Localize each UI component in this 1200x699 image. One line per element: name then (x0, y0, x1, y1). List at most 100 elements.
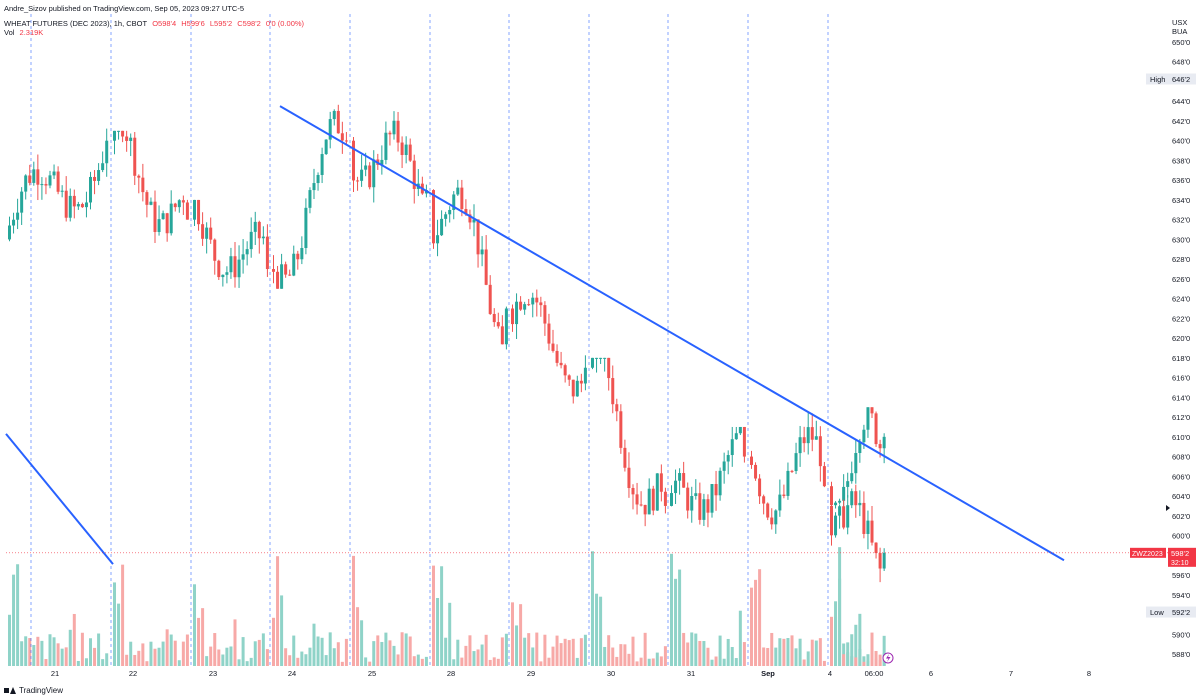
candle-body (308, 190, 312, 208)
volume-bar (790, 635, 794, 666)
candle (730, 426, 734, 467)
candle-body (834, 502, 838, 506)
candle-body (854, 491, 858, 506)
candle (356, 176, 360, 191)
candle (276, 265, 280, 289)
candle (388, 130, 392, 146)
currency-line1: USX (1172, 18, 1187, 27)
candle-body (296, 253, 300, 260)
candle-body (20, 191, 24, 213)
volume-bar (850, 656, 854, 666)
candle-body (181, 200, 185, 203)
volume-bar (444, 637, 448, 666)
time-tick-label: 28 (447, 669, 455, 678)
volume-bar (714, 656, 718, 666)
volume-bar (89, 638, 92, 666)
candle-body (68, 195, 72, 218)
volume-bar (129, 641, 133, 666)
candle (201, 212, 205, 246)
volume-bar (105, 653, 109, 666)
candle-body (245, 249, 249, 255)
candle (304, 198, 308, 255)
volume-bar (288, 655, 292, 666)
volume-bar (619, 644, 623, 666)
volume-bar (261, 633, 265, 666)
candle-body (575, 380, 579, 397)
candle (742, 426, 746, 463)
candle-body (28, 175, 32, 183)
candle-body (639, 504, 643, 506)
volume-bar (101, 659, 105, 666)
volume-bar (336, 642, 340, 666)
volume-bar (488, 659, 492, 666)
price-tick-label: 588'0 (1172, 650, 1190, 659)
price-tick-label: 600'0 (1172, 532, 1190, 541)
candle (344, 131, 348, 146)
candle-body (52, 171, 56, 176)
price-countdown: 32:10 (1171, 560, 1189, 567)
volume-bar (531, 647, 535, 666)
low-marker-bg (1146, 606, 1196, 618)
price-tick-label: 604'0 (1172, 492, 1190, 501)
candle (515, 293, 519, 339)
candle (16, 198, 20, 230)
trendline-left (5, 433, 114, 565)
candle-body (547, 323, 551, 344)
candle-body (233, 256, 237, 278)
candle-body (217, 260, 221, 278)
volume-bar (44, 659, 48, 666)
candle-body (133, 137, 137, 176)
volume-bar (500, 637, 504, 666)
candle-body (380, 159, 384, 165)
time-tick-label: 29 (527, 669, 535, 678)
candle (157, 205, 161, 236)
volume-bar (20, 641, 24, 666)
price-tick-label: 648'0 (1172, 58, 1190, 67)
candle-body (762, 496, 766, 504)
volume-bar (862, 656, 866, 666)
candle (874, 411, 878, 447)
candle (105, 128, 109, 177)
candle-body (241, 254, 245, 260)
candle-body (866, 520, 870, 534)
candle-body (599, 357, 603, 359)
volume-bar (229, 646, 233, 666)
candle (40, 177, 44, 200)
candle-body (113, 130, 116, 141)
candle (237, 245, 241, 288)
candle (496, 312, 500, 329)
candle-body (312, 183, 316, 191)
candle-body (300, 248, 304, 260)
candle (838, 498, 842, 505)
candle-body (177, 200, 181, 208)
candle (547, 313, 551, 351)
candle (870, 407, 874, 418)
price-label-bg (1168, 547, 1196, 567)
candle (113, 130, 116, 155)
candle (738, 426, 742, 436)
time-tick-label: Sep (761, 669, 775, 678)
time-tick-label: 23 (209, 669, 217, 678)
volume-bar (814, 640, 818, 666)
candle-body (84, 202, 88, 208)
candle-body (229, 256, 233, 273)
volume-bar (424, 656, 428, 666)
volume-bar (742, 642, 746, 666)
price-tick-label: 608'0 (1172, 453, 1190, 462)
volume-bar (464, 645, 468, 666)
candle-body (384, 132, 388, 160)
volume-bar (802, 659, 806, 666)
volume-bar (181, 641, 185, 666)
candle-body (830, 505, 833, 536)
volume-bar (854, 624, 858, 666)
candle (392, 111, 396, 140)
volume-bar (213, 633, 217, 666)
volume-bar (173, 640, 177, 666)
volume-bar (547, 657, 551, 666)
candle-body (846, 481, 850, 487)
volume-bar (468, 635, 472, 666)
candle (20, 187, 24, 225)
candle-body (659, 473, 663, 492)
candle-body (340, 133, 344, 141)
